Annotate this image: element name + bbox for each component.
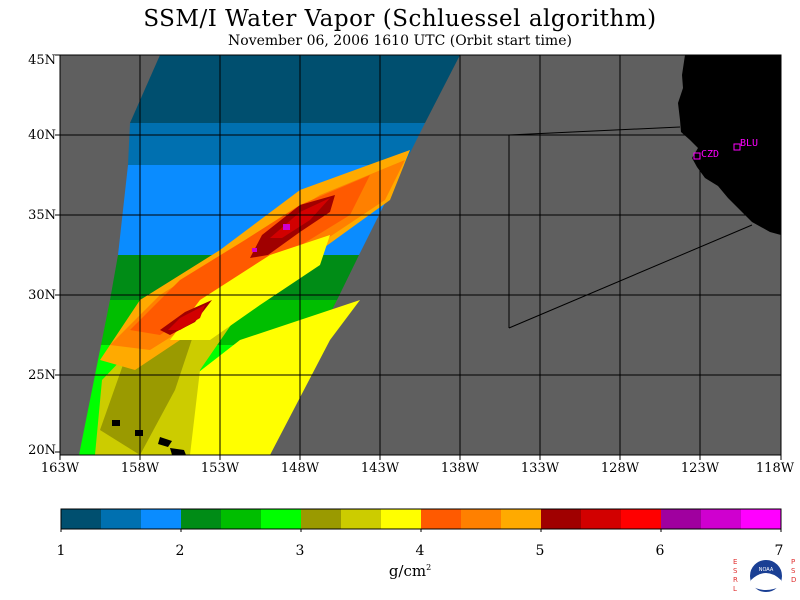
colorbar-swatch [301,509,342,529]
colorbar-swatch [341,509,382,529]
swath-band-1.0 [130,55,460,123]
colorbar-swatch [621,509,662,529]
lon-label-143w: 143W [360,461,400,476]
colorbar-tick-4: 4 [415,543,425,559]
colorbar-swatch [261,509,302,529]
colorbar-swatch [221,509,262,529]
colorbar-swatch [61,509,102,529]
colorbar-swatch [421,509,462,529]
colorbar-swatch [461,509,502,529]
lat-label-20n: 20N [28,443,56,458]
lon-label-148w: 148W [280,461,320,476]
colorbar-swatch [381,509,422,529]
lat-label-30n: 30N [28,288,56,303]
colorbar-swatch [141,509,182,529]
swath-band-1.5 [128,123,425,165]
svg-text:PSD: PSD [791,558,796,584]
lon-label-128w: 128W [600,461,640,476]
lon-label-163w: 163W [40,461,80,476]
colorbar-swatch [181,509,222,529]
colorbar-swatch [101,509,142,529]
svg-text:NOAA: NOAA [759,567,774,573]
colorbar-tick-2: 2 [175,543,185,559]
station-czd-label: CZD [701,149,719,160]
island-oahu [135,430,143,436]
graticule [60,55,781,455]
lon-label-158w: 158W [120,461,160,476]
region-outline [508,126,681,136]
lat-label-35n: 35N [28,208,56,223]
lat-label-25n: 25N [28,368,56,383]
station-czd-marker [693,152,701,160]
colorbar-swatch [741,509,782,529]
map-subtitle: November 06, 2006 1610 UTC (Orbit start … [228,33,572,49]
colorbar-tick-1: 1 [56,543,66,559]
colorbar-tick-7: 7 [774,543,784,559]
colorbar-swatch [581,509,622,529]
lon-label-133w: 133W [520,461,560,476]
lat-label-40n: 40N [28,128,56,143]
station-blu-label: BLU [740,138,758,149]
colorbar-tick-3: 3 [295,543,305,559]
plume-yellow-core [170,235,330,340]
lon-label-118w: 118W [755,461,795,476]
island-maui [158,437,172,447]
island-kauai [112,420,120,426]
colorbar-swatch [701,509,742,529]
colorbar-swatch [661,509,702,529]
colorbar-tick-5: 5 [535,543,545,559]
map-title: SSM/I Water Vapor (Schluessel algorithm) [143,6,657,32]
colorbar-units: g/cm2 [388,562,432,580]
colorbar-tick-6: 6 [655,543,665,559]
lon-label-123w: 123W [680,461,720,476]
island-hawaii [170,448,186,455]
station-blu-marker [733,143,741,151]
colorbar-swatch [541,509,582,529]
plot-frame [59,54,782,456]
land-north-america [678,55,781,235]
lat-label-45n: 45N [28,53,56,68]
plume-core-magenta [283,224,290,230]
color-scale-bar [60,508,782,532]
lon-label-138w: 138W [440,461,480,476]
lon-label-153w: 153W [200,461,240,476]
colorbar-swatch [501,509,542,529]
